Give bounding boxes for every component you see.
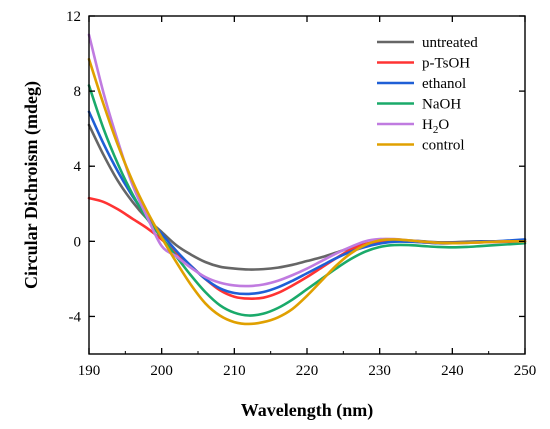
y-tick-label-3: 0 [74,234,82,250]
x-tick-label-2: 210 [223,363,246,379]
x-tick-label-0: 190 [78,363,101,379]
y-tick-label-0: 12 [66,9,81,25]
x-tick-label-5: 240 [441,363,464,379]
series-line-3 [87,84,527,317]
ticks-layer: 190 200 210 220 230 240 250 12 8 4 0 -4 [66,9,536,379]
legend-label-0: untreated [422,35,478,51]
y-tick-label-2: 4 [74,159,82,175]
x-axis-label: Wavelength (nm) [241,400,374,421]
x-tick-label-6: 250 [514,363,537,379]
y-axis-label: Circular Dichroism (mdeg) [21,81,42,289]
legend-label-1: p-TsOH [422,56,470,72]
legend-label-5: control [422,138,465,154]
series-line-5 [87,57,527,326]
x-tick-label-3: 220 [296,363,319,379]
y-tick-label-1: 8 [74,84,82,100]
legend-label-2: ethanol [422,76,466,92]
x-tick-label-1: 200 [150,363,173,379]
legend: untreated p-TsOH ethanol NaOH H2O control [377,35,478,154]
legend-label-4: H2O [422,117,449,136]
legend-label-3: NaOH [422,97,461,113]
series-layer [87,33,527,326]
y-tick-label-4: -4 [69,309,82,325]
x-tick-label-4: 230 [368,363,391,379]
